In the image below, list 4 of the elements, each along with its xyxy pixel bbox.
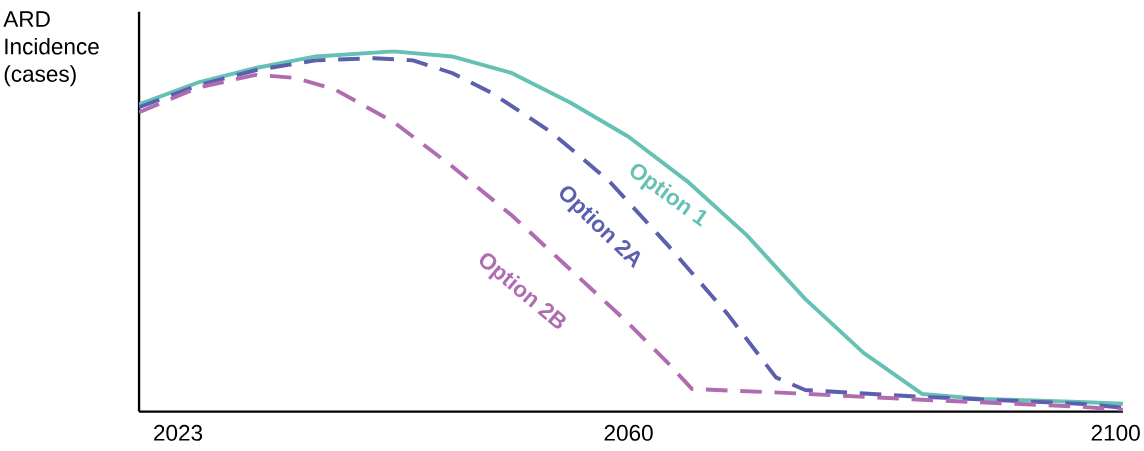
x-tick-label: 2023 [154, 424, 203, 441]
y-axis-title: ARD Incidence (cases) [3, 11, 99, 87]
x-tick-label: 2100 [1091, 424, 1140, 441]
x-tick-label: 2060 [604, 424, 653, 441]
